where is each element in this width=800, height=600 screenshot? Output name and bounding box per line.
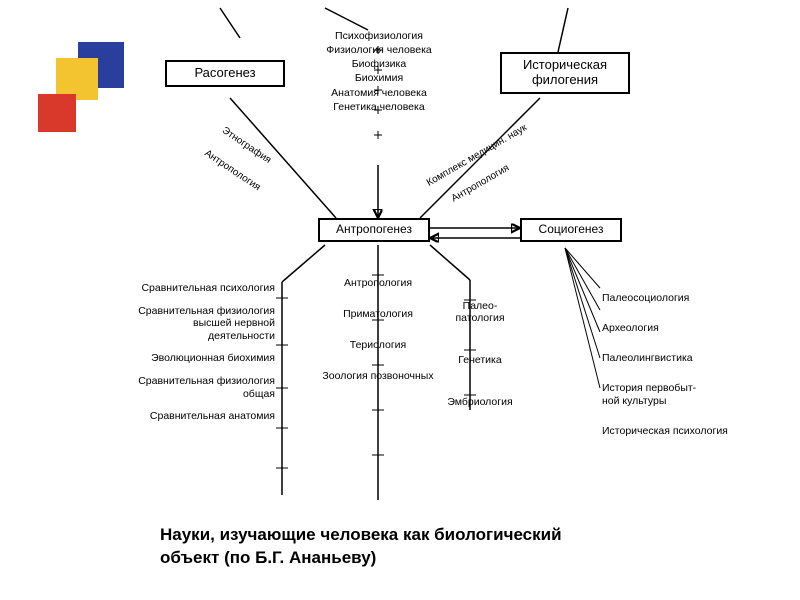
stack-item: Физиология человека	[305, 44, 453, 57]
diagram-stage: Расогенез Историческая филогения Антропо…	[0, 0, 800, 600]
stack-item: Генетика человека	[305, 101, 453, 114]
figure-caption: Науки, изучающие человека как биологичес…	[160, 524, 680, 570]
bridge-list: Палео- патология Генетика Эмбриология	[445, 288, 515, 421]
caption-line: Науки, изучающие человека как биологичес…	[160, 525, 562, 544]
center-spine-list: Антропология Приматология Териология Зоо…	[315, 268, 441, 392]
list-item: Зоология позвоночных	[315, 361, 441, 392]
list-item: Историческая психология	[602, 425, 737, 437]
list-item: Палеосоциология	[602, 292, 737, 304]
list-item: Эволюционная биохимия	[135, 352, 275, 365]
right-science-list: Палеосоциология Археология Палеолингвист…	[602, 280, 737, 449]
list-item: Антропология	[315, 268, 441, 299]
stack-item: Биофизика	[305, 58, 453, 71]
top-science-stack: Психофизиология Физиология человека Биоф…	[305, 30, 453, 115]
list-item: Сравнительная анатомия	[135, 410, 275, 423]
node-rasogenez: Расогенез	[165, 60, 285, 87]
node-sociogenez: Социогенез	[520, 218, 622, 242]
list-item: Палеолингвистика	[602, 352, 737, 364]
list-item: История первобыт- ной культуры	[602, 382, 737, 406]
list-item: Приматология	[315, 299, 441, 330]
list-item: Археология	[602, 322, 737, 334]
stack-item: Биохимия	[305, 72, 453, 85]
list-item: Сравнительная психология	[135, 282, 275, 295]
caption-line: объект (по Б.Г. Ананьеву)	[160, 548, 376, 567]
list-item: Генетика	[445, 354, 515, 366]
list-item: Сравнительная физиология высшей нервной …	[135, 305, 275, 343]
list-item: Палео- патология	[445, 300, 515, 324]
left-science-list: Сравнительная психология Сравнительная ф…	[135, 282, 275, 423]
stack-item: Анатомия человека	[305, 87, 453, 100]
list-item: Териология	[315, 330, 441, 361]
node-filogeny: Историческая филогения	[500, 52, 630, 94]
stack-item: Психофизиология	[305, 30, 453, 43]
list-item: Эмбриология	[445, 396, 515, 408]
list-item: Сравнительная физиология общая	[135, 375, 275, 400]
node-antropogenez: Антропогенез	[318, 218, 430, 242]
deco-square-red	[38, 94, 76, 132]
